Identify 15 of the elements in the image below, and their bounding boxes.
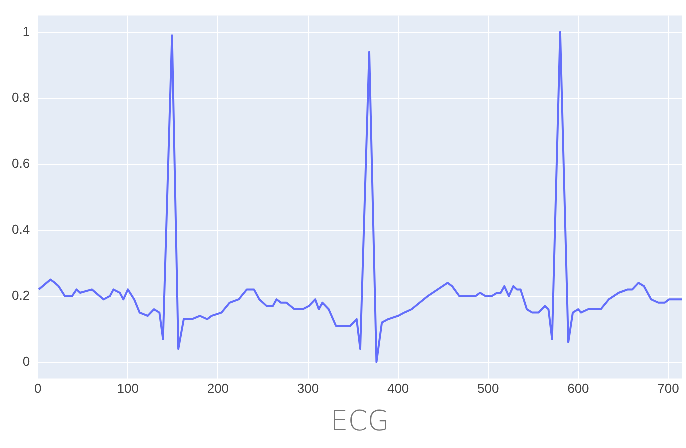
x-tick-label: 400 <box>387 381 410 396</box>
y-tick-label: 1 <box>22 24 30 39</box>
x-tick-label: 600 <box>568 381 590 396</box>
y-tick-label: 0.2 <box>12 288 30 303</box>
x-tick-label: 700 <box>658 381 680 396</box>
x-tick-label: 300 <box>297 381 320 396</box>
x-axis-title: ECG <box>330 404 390 438</box>
y-tick-label: 0.6 <box>12 156 30 171</box>
x-tick-label: 0 <box>34 381 42 396</box>
y-tick-label: 0 <box>22 354 30 369</box>
y-tick-label: 0.4 <box>12 222 30 237</box>
x-tick-label: 200 <box>207 381 230 396</box>
x-tick-label: 100 <box>117 381 139 396</box>
y-tick-label: 0.8 <box>12 90 30 105</box>
x-tick-label: 500 <box>478 381 500 396</box>
